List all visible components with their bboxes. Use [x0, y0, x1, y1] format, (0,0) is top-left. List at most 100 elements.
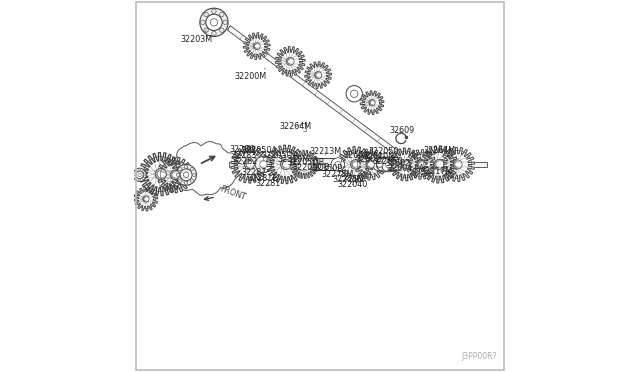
Polygon shape	[337, 147, 373, 182]
Polygon shape	[420, 146, 458, 183]
Polygon shape	[229, 162, 488, 167]
Circle shape	[286, 57, 294, 65]
Circle shape	[200, 20, 205, 25]
Circle shape	[206, 14, 222, 31]
Text: 32286: 32286	[229, 145, 255, 158]
Circle shape	[346, 86, 362, 102]
Circle shape	[193, 173, 196, 177]
Circle shape	[381, 157, 396, 172]
Text: 32283: 32283	[231, 151, 257, 160]
Circle shape	[335, 161, 341, 167]
Circle shape	[260, 161, 267, 168]
Text: 32205QB: 32205QB	[292, 163, 330, 172]
Text: 32213M: 32213M	[309, 147, 341, 156]
Circle shape	[280, 159, 291, 170]
Polygon shape	[157, 157, 193, 193]
Circle shape	[180, 169, 192, 181]
Circle shape	[184, 172, 189, 177]
Circle shape	[376, 161, 383, 167]
Text: 322050: 322050	[372, 157, 403, 166]
Text: 32281E: 32281E	[247, 174, 278, 183]
Text: 32264M: 32264M	[423, 146, 455, 155]
Circle shape	[204, 28, 209, 32]
Circle shape	[184, 181, 188, 185]
Circle shape	[298, 158, 311, 171]
Circle shape	[391, 161, 397, 168]
Text: 322040: 322040	[338, 180, 368, 189]
Circle shape	[351, 160, 360, 169]
Circle shape	[143, 196, 149, 202]
Text: J3PP00R?: J3PP00R?	[461, 352, 497, 361]
Circle shape	[301, 161, 308, 168]
Circle shape	[135, 177, 137, 180]
Circle shape	[417, 160, 425, 169]
Circle shape	[212, 9, 216, 13]
Polygon shape	[406, 150, 436, 179]
Polygon shape	[360, 91, 384, 115]
Circle shape	[373, 158, 386, 171]
Circle shape	[138, 179, 141, 181]
Text: 32200M: 32200M	[234, 68, 266, 81]
Circle shape	[135, 170, 137, 172]
Circle shape	[401, 160, 410, 169]
Circle shape	[220, 28, 224, 32]
Circle shape	[366, 160, 374, 169]
Circle shape	[212, 31, 216, 36]
Polygon shape	[140, 153, 182, 196]
Circle shape	[138, 169, 141, 171]
Circle shape	[184, 165, 188, 168]
Text: 32609: 32609	[389, 126, 415, 136]
Polygon shape	[266, 145, 305, 184]
Circle shape	[220, 12, 224, 17]
Circle shape	[255, 156, 271, 173]
Circle shape	[142, 170, 145, 172]
Text: 32610N: 32610N	[364, 153, 394, 161]
Polygon shape	[305, 62, 332, 89]
Circle shape	[179, 179, 182, 182]
Polygon shape	[227, 26, 405, 160]
Polygon shape	[170, 141, 237, 195]
Polygon shape	[134, 187, 158, 211]
Circle shape	[176, 173, 180, 177]
Circle shape	[434, 160, 444, 169]
Polygon shape	[355, 149, 386, 180]
Text: 322050A: 322050A	[242, 146, 278, 159]
Circle shape	[331, 158, 344, 171]
Polygon shape	[389, 148, 422, 181]
Polygon shape	[243, 33, 270, 60]
Text: 32205QA: 32205QA	[261, 151, 298, 160]
Circle shape	[453, 160, 462, 169]
Text: 32604+A: 32604+A	[387, 164, 424, 173]
Text: 32203M: 32203M	[180, 31, 212, 44]
Circle shape	[200, 8, 228, 36]
Circle shape	[175, 164, 196, 185]
Circle shape	[179, 167, 182, 171]
Circle shape	[204, 12, 209, 17]
Text: 32287: 32287	[241, 169, 266, 177]
Text: 32604: 32604	[344, 151, 369, 160]
Circle shape	[211, 19, 218, 26]
Circle shape	[385, 161, 392, 168]
Circle shape	[155, 169, 166, 180]
Polygon shape	[231, 146, 268, 183]
Circle shape	[136, 171, 143, 179]
Text: 32264M: 32264M	[280, 122, 312, 131]
Circle shape	[143, 174, 146, 176]
Circle shape	[351, 90, 358, 97]
FancyBboxPatch shape	[316, 158, 338, 170]
Text: FRONT: FRONT	[204, 185, 247, 202]
Text: 32225N: 32225N	[332, 175, 364, 184]
Polygon shape	[291, 150, 319, 179]
Circle shape	[244, 160, 254, 169]
Circle shape	[138, 173, 141, 177]
Ellipse shape	[337, 159, 339, 170]
Circle shape	[133, 174, 136, 176]
Text: 32281: 32281	[255, 179, 280, 188]
Text: 32350P: 32350P	[312, 164, 342, 173]
Text: 322050: 322050	[369, 147, 399, 156]
Polygon shape	[440, 147, 475, 182]
Circle shape	[190, 179, 193, 182]
Circle shape	[142, 177, 145, 180]
Circle shape	[312, 161, 319, 167]
Polygon shape	[275, 46, 305, 76]
